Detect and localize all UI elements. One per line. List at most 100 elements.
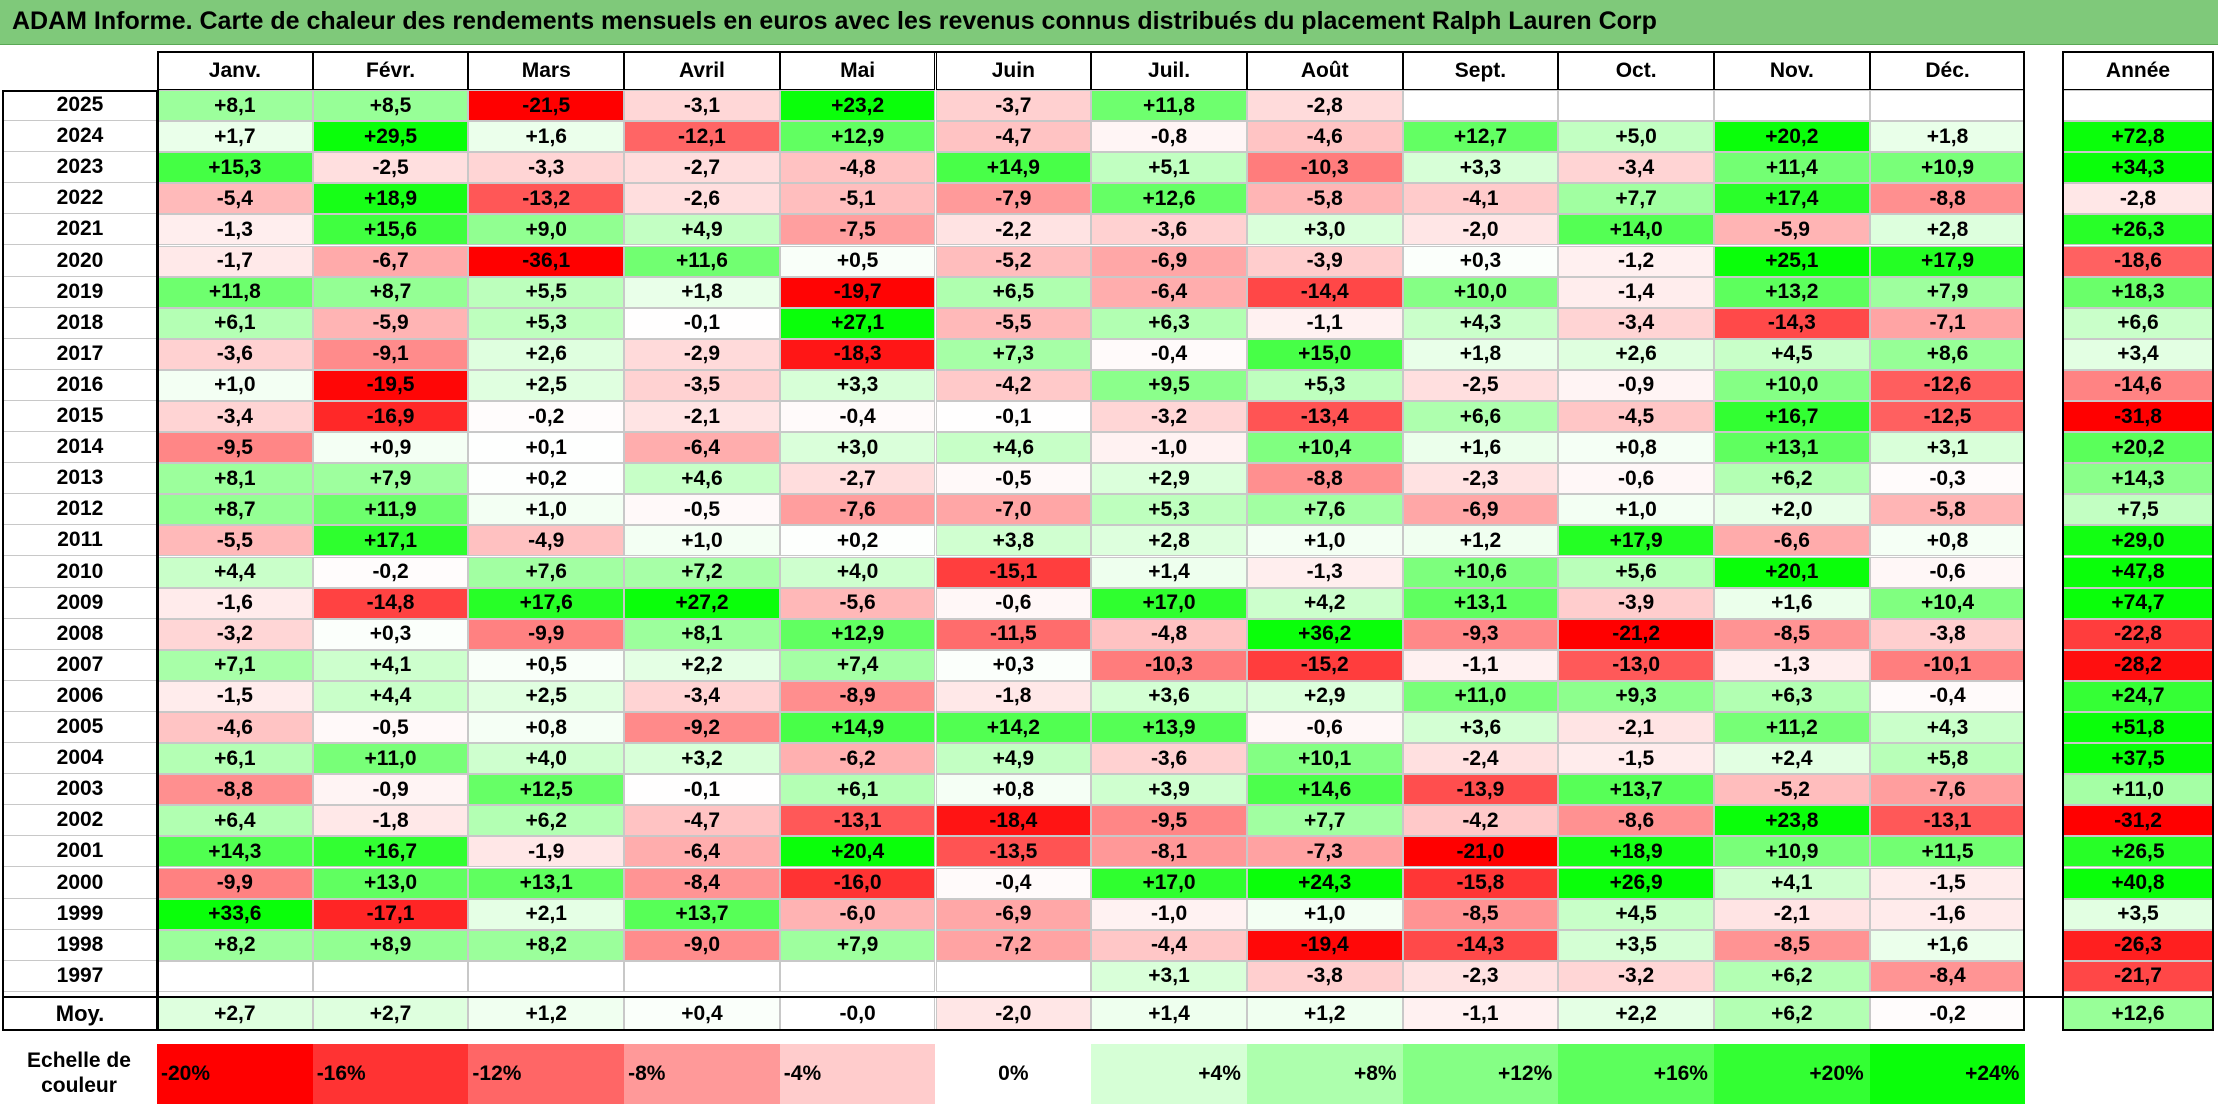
heatmap-cell: +5,3: [468, 307, 625, 339]
row-label: 2022: [2, 183, 158, 215]
heatmap-cell: +0,8: [1869, 525, 2026, 557]
heatmap-cell: +6,1: [157, 307, 313, 339]
heatmap-cell: +0,2: [468, 463, 625, 495]
heatmap-cell: [312, 960, 469, 992]
heatmap-cell: -12,1: [624, 121, 780, 153]
heatmap-cell: +12,6: [1091, 183, 1247, 215]
heatmap-cell: +11,0: [312, 743, 469, 775]
annual-cell: +29,0: [2062, 525, 2214, 557]
heatmap-cell: +13,9: [1091, 712, 1247, 744]
heatmap-cell: -14,4: [1246, 276, 1403, 308]
heatmap-cell: -4,4: [1091, 929, 1247, 961]
heatmap-cell: -8,6: [1558, 805, 1714, 837]
row-label: 1998: [2, 929, 158, 961]
heatmap-cell: -15,2: [1246, 649, 1403, 681]
heatmap-cell: +18,9: [1558, 836, 1714, 868]
heatmap-cell: +23,2: [779, 90, 936, 122]
heatmap-cell: -19,7: [779, 276, 936, 308]
heatmap-cell: +12,5: [468, 774, 625, 806]
heatmap-cell: +0,2: [779, 525, 936, 557]
heatmap-cell: -0,9: [312, 774, 469, 806]
heatmap-cell: -9,5: [157, 432, 313, 464]
heatmap-cell: -6,7: [312, 245, 469, 277]
heatmap-cell: +8,7: [157, 494, 313, 526]
row-label: 2010: [2, 556, 158, 588]
row-label: 2002: [2, 805, 158, 837]
heatmap-cell: -4,7: [935, 121, 1092, 153]
heatmap-cell: +5,8: [1869, 743, 2026, 775]
heatmap-cell: -4,7: [624, 805, 780, 837]
heatmap-cell: -2,1: [624, 401, 780, 433]
heatmap-cell: -0,3: [1869, 463, 2026, 495]
heatmap-cell: -0,8: [1091, 121, 1247, 153]
average-cell: +0,4: [624, 997, 780, 1031]
heatmap-cell: [935, 960, 1092, 992]
row-label: 2013: [2, 463, 158, 495]
heatmap-cell: +3,3: [779, 369, 936, 401]
heatmap-cell: +17,6: [468, 587, 625, 619]
heatmap-cell: -14,3: [1714, 307, 1870, 339]
heatmap-cell: +2,1: [468, 898, 625, 930]
heatmap-cell: -3,2: [1091, 401, 1247, 433]
heatmap-cell: -12,6: [1869, 369, 2026, 401]
heatmap-cell: -10,3: [1091, 649, 1247, 681]
heatmap-cell: +1,8: [1869, 121, 2026, 153]
heatmap-cell: -2,2: [935, 214, 1092, 246]
average-cell: +1,2: [468, 997, 625, 1031]
heatmap-cell: -2,9: [624, 338, 780, 370]
average-cell: -0,0: [779, 997, 936, 1031]
heatmap-cell: -6,4: [1091, 276, 1247, 308]
heatmap-cell: -1,8: [312, 805, 469, 837]
heatmap-cell: -14,3: [1402, 929, 1559, 961]
row-label: 2016: [2, 369, 158, 401]
row-label: 2014: [2, 432, 158, 464]
annual-cell: +11,0: [2062, 774, 2214, 806]
heatmap-cell: +1,0: [1558, 494, 1714, 526]
heatmap-cell: -12,5: [1869, 401, 2026, 433]
annual-cell: +74,7: [2062, 587, 2214, 619]
heatmap-cell: +17,4: [1714, 183, 1870, 215]
heatmap-cell: -5,8: [1869, 494, 2026, 526]
heatmap-cell: +14,2: [935, 712, 1092, 744]
heatmap-cell: -0,4: [1869, 680, 2026, 712]
heatmap-cell: -4,2: [935, 369, 1092, 401]
heatmap-cell: -4,8: [1091, 618, 1247, 650]
heatmap-cell: -4,6: [1246, 121, 1403, 153]
heatmap-cell: +7,9: [1869, 276, 2026, 308]
heatmap-cell: +4,9: [935, 743, 1092, 775]
heatmap-cell: +13,7: [1558, 774, 1714, 806]
heatmap-cell: +10,6: [1402, 556, 1559, 588]
heatmap-cell: -7,0: [935, 494, 1092, 526]
heatmap-cell: -13,9: [1402, 774, 1559, 806]
average-label: Moy.: [2, 997, 158, 1031]
heatmap-cell: +9,5: [1091, 369, 1247, 401]
color-scale-swatch: 0%: [935, 1044, 1092, 1104]
row-label: 2025: [2, 90, 158, 122]
heatmap-cell: -1,5: [157, 680, 313, 712]
heatmap-cell: +6,2: [1714, 463, 1870, 495]
heatmap-cell: -16,9: [312, 401, 469, 433]
heatmap-cell: -3,5: [624, 369, 780, 401]
heatmap-cell: +7,9: [779, 929, 936, 961]
heatmap-cell: [1558, 90, 1714, 122]
heatmap-cell: -2,4: [1402, 743, 1559, 775]
heatmap-cell: -3,4: [157, 401, 313, 433]
heatmap-cell: -7,2: [935, 929, 1092, 961]
heatmap-cell: +7,6: [1246, 494, 1403, 526]
heatmap-cell: +8,6: [1869, 338, 2026, 370]
heatmap-cell: -2,5: [1402, 369, 1559, 401]
heatmap-cell: -17,1: [312, 898, 469, 930]
heatmap-cell: -0,4: [779, 401, 936, 433]
heatmap-cell: +2,9: [1091, 463, 1247, 495]
heatmap-cell: +3,1: [1091, 960, 1247, 992]
heatmap-cell: -4,1: [1402, 183, 1559, 215]
heatmap-cell: -3,9: [1558, 587, 1714, 619]
heatmap-cell: +7,9: [312, 463, 469, 495]
heatmap-cell: -2,3: [1402, 960, 1559, 992]
heatmap-cell: [1869, 90, 2026, 122]
heatmap-cell: -7,1: [1869, 307, 2026, 339]
heatmap-cell: -21,2: [1558, 618, 1714, 650]
annual-cell: +26,3: [2062, 214, 2214, 246]
heatmap-cell: -13,1: [779, 805, 936, 837]
heatmap-cell: -36,1: [468, 245, 625, 277]
